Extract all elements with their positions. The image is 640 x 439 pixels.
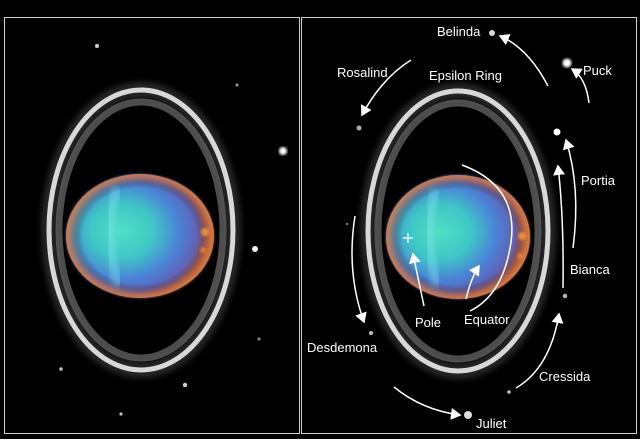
moon-cressida (507, 390, 511, 394)
orbit-arrow-cressida (515, 312, 564, 389)
ring-outer (365, 88, 551, 374)
star (345, 222, 349, 226)
ring-outer (46, 87, 236, 373)
star (95, 44, 99, 48)
moon-bianca (562, 293, 568, 299)
left-panel (4, 17, 300, 434)
orbit-arrow-puck (570, 68, 590, 104)
orbit-arrow-portia (562, 138, 577, 249)
equator-arrow (465, 264, 480, 300)
pole-marker (403, 233, 413, 243)
star (235, 83, 239, 87)
moon-rosalind (356, 125, 362, 131)
orbit-arrow-belinda (498, 34, 549, 87)
orbit-arrow-desdemona (351, 215, 367, 324)
orbit-arrow-juliet (393, 386, 462, 420)
moon-belinda (489, 30, 495, 36)
pole-arrow (408, 252, 425, 307)
moon-juliet (464, 411, 472, 419)
right-panel: Belinda Puck Rosalind Epsilon Ring Porti… (301, 17, 637, 434)
star (182, 382, 188, 388)
label-bianca: Bianca (570, 262, 610, 277)
left-planet-figure (41, 44, 287, 416)
label-portia: Portia (581, 173, 615, 188)
moon-portia (553, 128, 561, 136)
ring-inner (55, 98, 227, 362)
star (119, 412, 123, 416)
label-cressida: Cressida (539, 369, 591, 384)
label-juliet: Juliet (476, 416, 507, 431)
label-belinda: Belinda (437, 24, 481, 39)
moon-puck (562, 58, 572, 68)
moon (279, 147, 287, 155)
moon (252, 246, 258, 252)
label-epsilon-ring: Epsilon Ring (429, 68, 502, 83)
label-equator: Equator (464, 312, 510, 327)
right-planet-figure (345, 30, 590, 420)
star (59, 367, 63, 371)
star (257, 337, 261, 341)
label-rosalind: Rosalind (337, 65, 388, 80)
orbit-arrow-rosalind (361, 59, 412, 117)
label-pole: Pole (415, 315, 442, 330)
moon-desdemona (369, 331, 373, 335)
label-puck: Puck (583, 63, 612, 78)
orbit-arrow-bianca (553, 164, 565, 289)
equator-line (461, 164, 513, 312)
ring-inner (374, 99, 542, 363)
label-desdemona: Desdemona (307, 340, 378, 355)
